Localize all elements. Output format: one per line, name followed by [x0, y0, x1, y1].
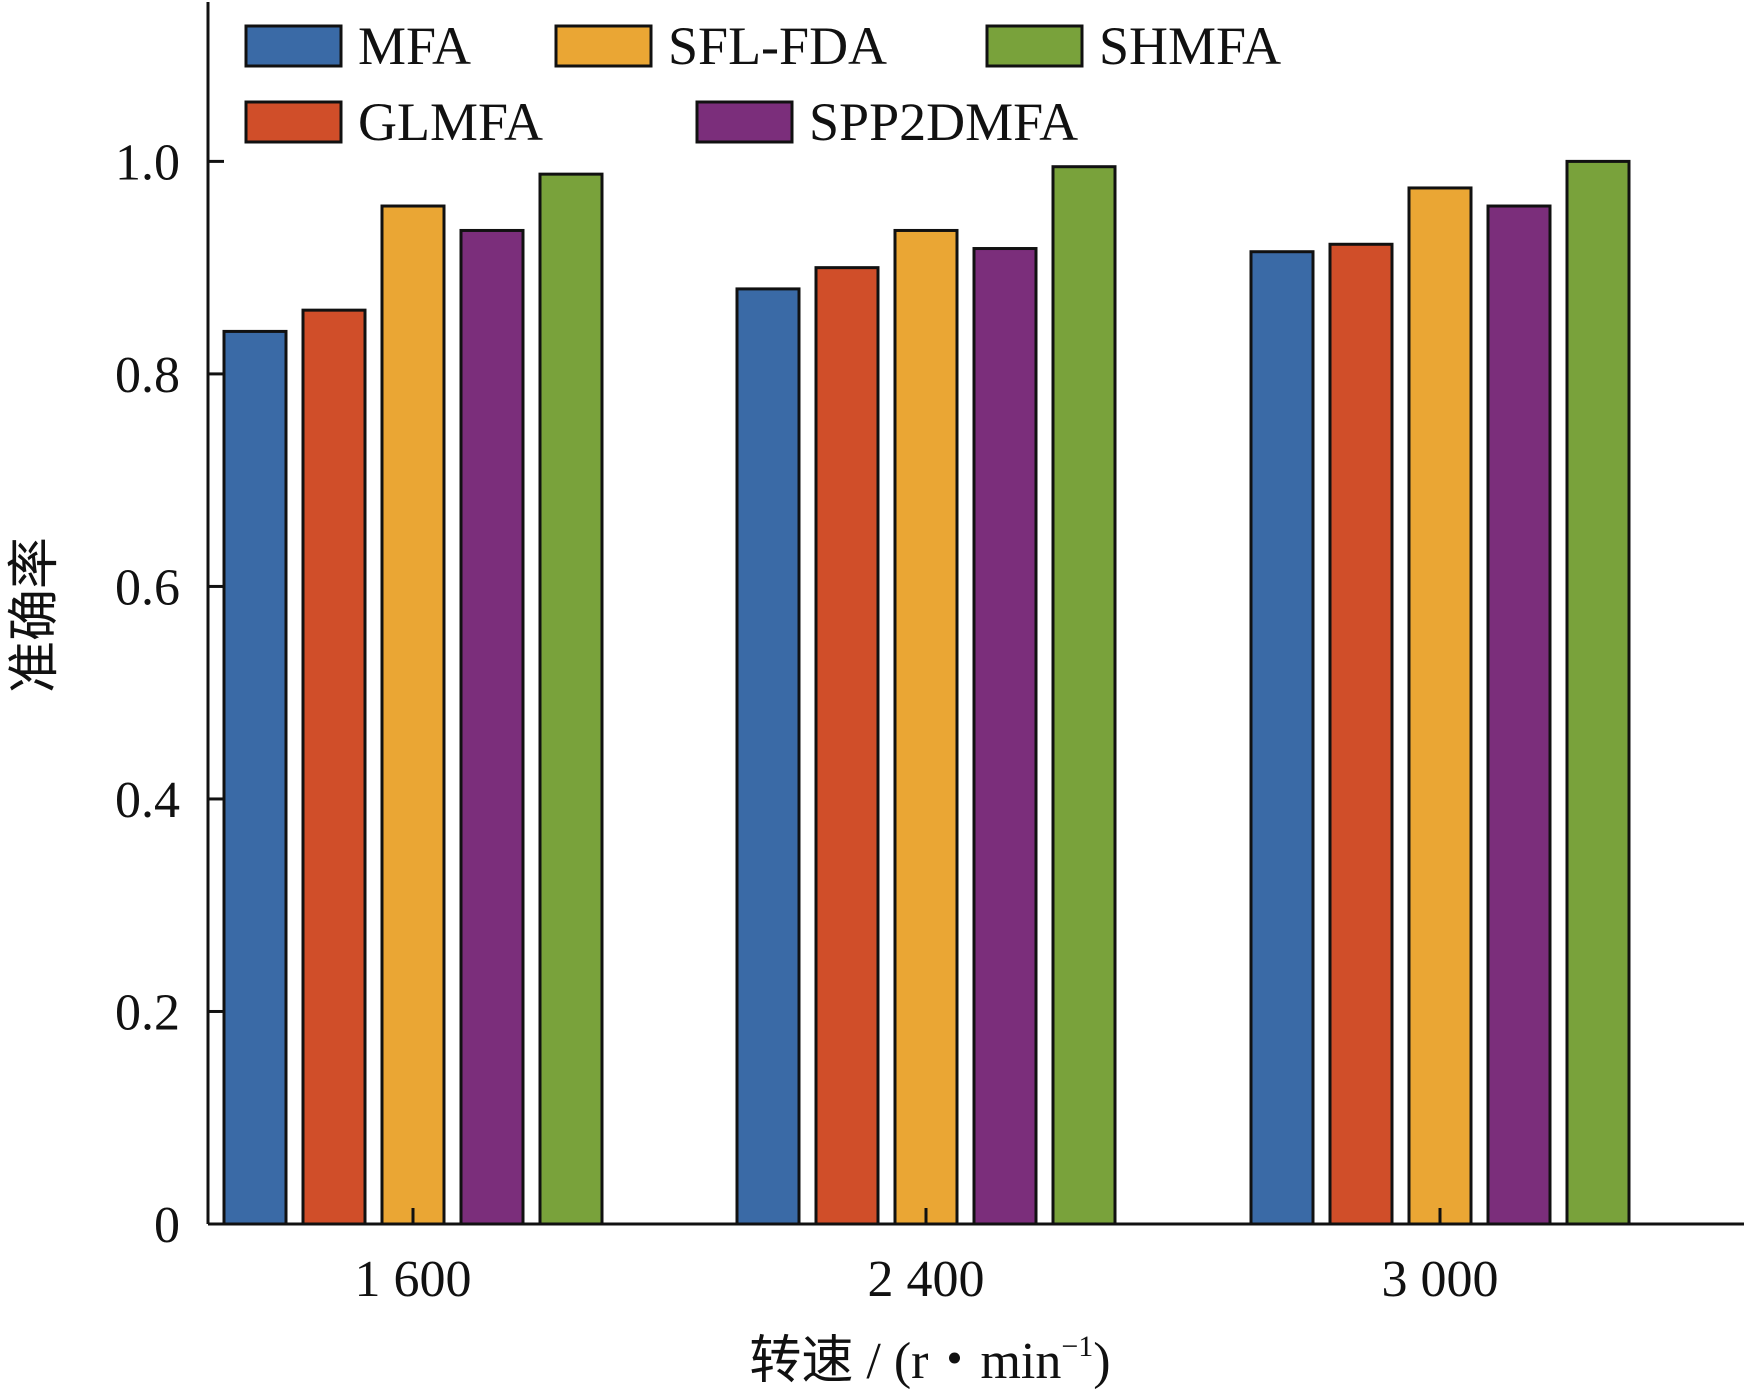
bar-shmfa-3: [1565, 159, 1631, 1226]
legend-swatch-sfl-fda: [554, 24, 653, 68]
legend-label-spp2dmfa: SPP2DMFA: [809, 92, 1078, 152]
x-category-label: 3 000: [1382, 1251, 1499, 1308]
x-axis-title-main: 转速 / (r・min: [749, 1333, 1061, 1390]
legend-swatch-glmfa: [244, 100, 343, 144]
x-category-label: 1 600: [355, 1251, 472, 1308]
legend-swatch-spp2dmfa: [695, 100, 794, 144]
y-tick-label: 0.8: [115, 347, 180, 404]
legend-swatch-shmfa: [985, 24, 1084, 68]
bar-glmfa-1: [301, 308, 367, 1226]
legend-label-mfa: MFA: [358, 16, 471, 76]
bar-shmfa-2: [1051, 165, 1117, 1226]
bar-shmfa-1: [538, 172, 604, 1226]
bars-group: [222, 159, 1631, 1226]
y-tick-label: 0.6: [115, 559, 180, 616]
y-tick-label: 0.4: [115, 772, 180, 829]
x-category-label: 2 400: [868, 1251, 985, 1308]
bar-sfl-fda-3: [1407, 186, 1473, 1226]
bar-sfl-fda-2: [893, 228, 959, 1226]
bar-glmfa-3: [1328, 242, 1394, 1226]
bar-mfa-2: [735, 287, 801, 1226]
axes-group: 0 0.2 0.4 0.6 0.8 1.0 1 600 2 400 3 000: [115, 2, 1744, 1308]
y-axis-title: 准确率: [7, 537, 64, 693]
x-axis-title: 转速 / (r・min−1): [749, 1330, 1110, 1390]
y-tick-label: 0: [154, 1197, 180, 1254]
bar-spp2dmfa-3: [1486, 204, 1552, 1226]
y-tick-label: 1.0: [115, 134, 180, 191]
legend-label-sfl-fda: SFL-FDA: [668, 16, 887, 76]
legend-label-shmfa: SHMFA: [1099, 16, 1281, 76]
bar-spp2dmfa-2: [972, 247, 1038, 1226]
legend-swatch-mfa: [244, 24, 343, 68]
legend: MFA SFL-FDA SHMFA GLMFA SPP2DMFA: [244, 16, 1281, 152]
y-tick-label: 0.2: [115, 984, 180, 1041]
x-axis-title-sup: −1: [1061, 1330, 1093, 1363]
legend-label-glmfa: GLMFA: [358, 92, 543, 152]
bar-spp2dmfa-1: [459, 228, 525, 1226]
bar-mfa-3: [1249, 250, 1315, 1226]
bar-mfa-1: [222, 329, 288, 1226]
x-axis-title-close: ): [1093, 1333, 1110, 1390]
bar-glmfa-2: [814, 266, 880, 1226]
bar-sfl-fda-1: [380, 204, 446, 1226]
